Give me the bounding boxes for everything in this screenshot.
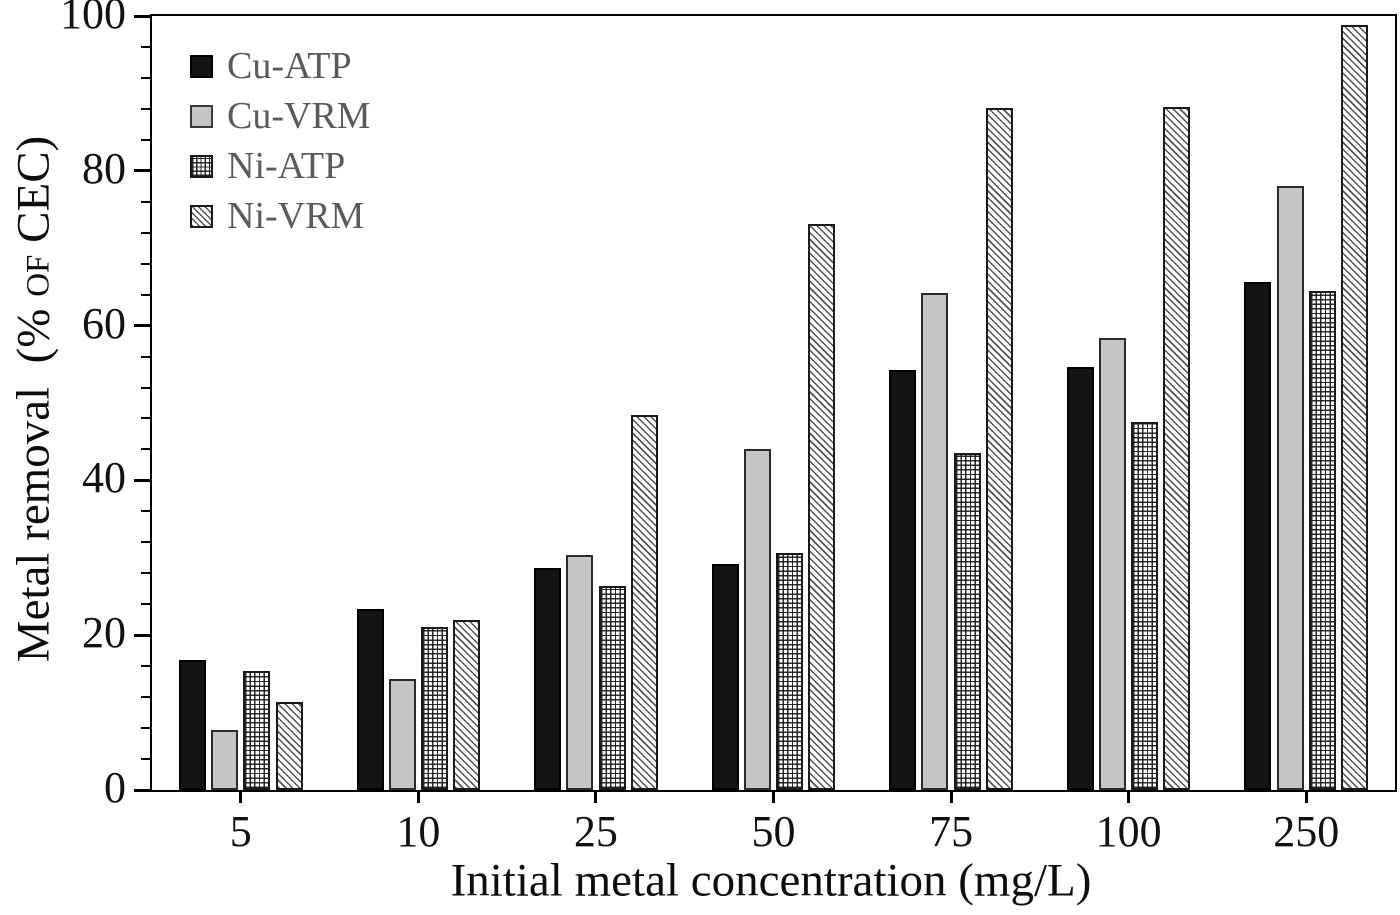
bar-ni-atp-50: [776, 553, 804, 790]
bar-cu-atp-250: [1244, 282, 1272, 790]
y-major-tick-100: [134, 14, 150, 18]
y-tick-label-60: 60: [82, 298, 126, 348]
y-major-tick-0: [134, 788, 150, 792]
y-tick-label-40: 40: [82, 453, 126, 503]
x-tick-label-100: 100: [1095, 807, 1162, 856]
bar-cu-vrm-50: [743, 449, 771, 790]
legend-label-cu-vrm: Cu-VRM: [227, 95, 371, 137]
x-tick-10: [416, 790, 420, 803]
bar-cu-vrm-25: [566, 554, 594, 790]
bar-ni-atp-250: [1308, 290, 1336, 790]
x-tick-50: [772, 790, 775, 803]
bar-ni-vrm-10: [453, 620, 481, 790]
bar-cu-atp-100: [1066, 366, 1094, 790]
y-minor-tick-28: [141, 572, 150, 575]
y-axis-title-text: Metal removal (%: [7, 296, 60, 663]
legend-item-cu-atp: Cu-ATP: [190, 45, 371, 87]
x-tick-25: [594, 790, 598, 803]
bar-ni-atp-25: [598, 585, 626, 790]
y-major-tick-40: [134, 478, 150, 482]
y-minor-tick-4: [141, 758, 150, 761]
y-tick-label-80: 80: [82, 144, 126, 194]
legend-item-cu-vrm: Cu-VRM: [190, 95, 371, 137]
y-minor-tick-56: [141, 355, 150, 358]
x-tick-label-50: 50: [751, 807, 796, 856]
y-tick-label-0: 0: [104, 763, 126, 813]
y-minor-tick-8: [141, 727, 150, 730]
y-minor-tick-32: [141, 541, 150, 544]
bar-cu-vrm-100: [1099, 337, 1127, 790]
y-minor-tick-84: [141, 138, 150, 141]
bar-cu-vrm-250: [1276, 185, 1304, 790]
legend-swatch-cu-atp: [190, 54, 213, 78]
x-tick-75: [949, 790, 953, 803]
y-minor-tick-64: [141, 293, 150, 296]
y-minor-tick-36: [141, 510, 150, 513]
legend-item-ni-atp: Ni-ATP: [190, 145, 371, 187]
bar-ni-atp-75: [953, 453, 981, 790]
bar-ni-vrm-5: [275, 701, 303, 790]
x-tick-label-25: 25: [573, 807, 618, 856]
x-tick-5: [239, 790, 243, 803]
legend-swatch-ni-atp: [190, 154, 213, 178]
bar-cu-atp-50: [711, 563, 739, 790]
y-minor-tick-72: [141, 231, 150, 234]
bar-ni-vrm-75: [985, 108, 1013, 790]
plot-area: Cu-ATP Cu-VRM Ni-ATP Ni-VRM 0 20 40 60 80 100 5 10…: [60, 0, 1397, 854]
y-axis-title-smallcaps: OF: [20, 254, 57, 297]
y-minor-tick-52: [141, 386, 150, 389]
legend: Cu-ATP Cu-VRM Ni-ATP Ni-VRM: [190, 45, 371, 237]
y-minor-tick-96: [141, 45, 150, 48]
bar-ni-vrm-100: [1163, 106, 1191, 790]
bar-ni-atp-5: [243, 670, 271, 790]
bar-cu-vrm-10: [388, 678, 416, 790]
y-major-tick-20: [134, 633, 150, 637]
x-tick-100: [1127, 790, 1131, 803]
y-minor-tick-68: [141, 262, 150, 265]
y-axis-title: Metal removal (% OF CEC): [7, 135, 60, 663]
x-axis-title: Initial metal concentration (mg/L): [450, 854, 1092, 907]
y-minor-tick-24: [141, 603, 150, 606]
y-axis-title-text-end: CEC): [7, 135, 60, 255]
y-minor-tick-12: [141, 696, 150, 699]
bar-ni-vrm-250: [1341, 25, 1368, 790]
bar-cu-atp-5: [178, 659, 206, 790]
y-minor-tick-16: [141, 665, 150, 668]
bar-cu-atp-75: [889, 369, 917, 790]
legend-item-ni-vrm: Ni-VRM: [190, 195, 371, 237]
legend-swatch-ni-vrm: [190, 204, 213, 228]
y-minor-tick-48: [141, 417, 150, 420]
bar-cu-atp-10: [356, 608, 384, 790]
bar-cu-atp-25: [534, 567, 562, 790]
legend-label-cu-atp: Cu-ATP: [227, 45, 352, 87]
legend-label-ni-atp: Ni-ATP: [227, 145, 346, 187]
x-tick-label-75: 75: [929, 807, 974, 856]
bar-ni-vrm-50: [808, 224, 836, 790]
bar-ni-vrm-25: [630, 414, 658, 790]
y-minor-tick-76: [141, 200, 150, 203]
y-minor-tick-92: [141, 76, 150, 79]
y-tick-label-20: 20: [82, 608, 126, 658]
bar-cu-vrm-75: [921, 293, 949, 790]
x-tick-label-250: 250: [1273, 807, 1340, 856]
bar-ni-atp-10: [420, 627, 448, 790]
y-minor-tick-88: [141, 107, 150, 110]
bar-cu-vrm-5: [211, 729, 239, 790]
y-tick-label-100: 100: [60, 0, 126, 39]
x-tick-label-10: 10: [396, 807, 441, 856]
y-major-tick-60: [134, 324, 150, 328]
legend-label-ni-vrm: Ni-VRM: [227, 195, 365, 237]
y-minor-tick-44: [141, 448, 150, 451]
y-major-tick-80: [134, 169, 150, 173]
bar-ni-atp-100: [1131, 422, 1159, 790]
x-tick-250: [1304, 790, 1308, 803]
x-tick-label-5: 5: [229, 807, 252, 856]
legend-swatch-cu-vrm: [190, 104, 213, 128]
